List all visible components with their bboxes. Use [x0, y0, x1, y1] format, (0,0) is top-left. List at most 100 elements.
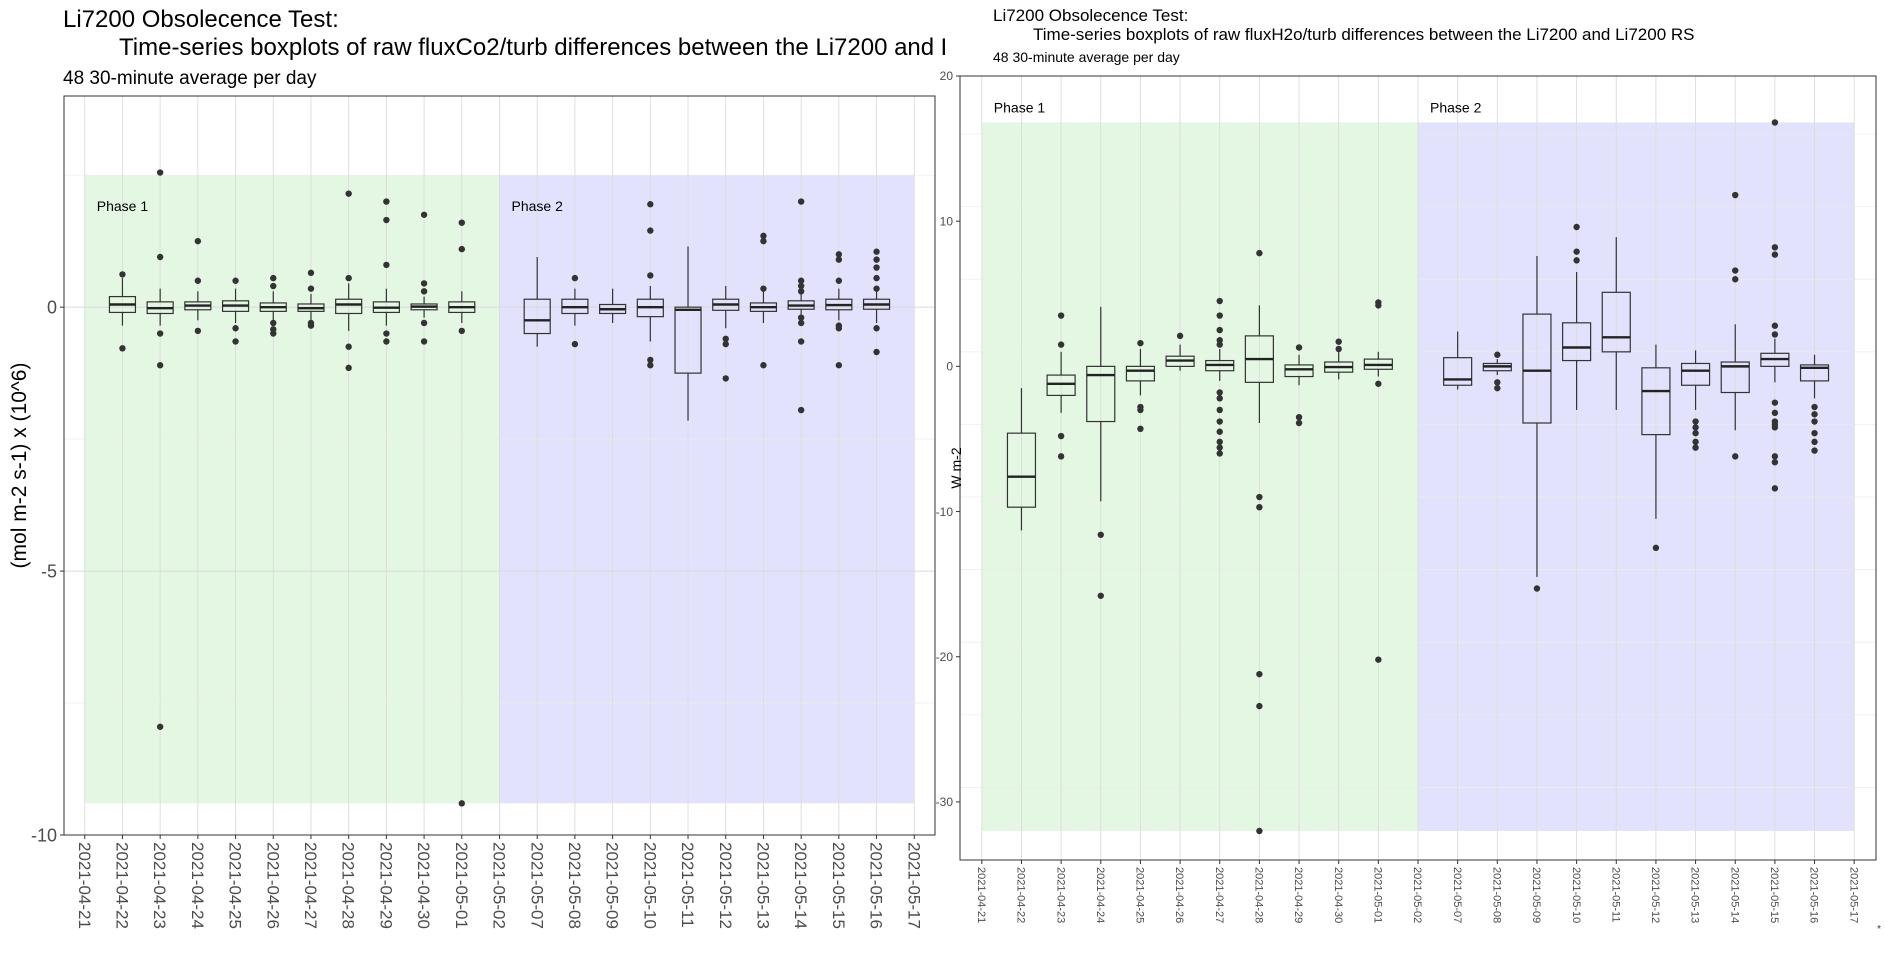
chart-2-outlier-point [1057, 312, 1065, 319]
chart-2-outlier-point [1811, 429, 1818, 437]
chart-2-outlier-point [1216, 312, 1223, 319]
chart-1-outlier-point [383, 330, 390, 337]
chart-1-box-2021-05-13 [749, 232, 778, 369]
chart-1-outlier-point [873, 248, 880, 255]
chart-1-outlier-point [119, 345, 126, 352]
chart-1-box-2021-05-11 [674, 246, 702, 421]
chart-2-outlier-point [1216, 438, 1223, 446]
chart-1-box-2021-05-07 [523, 256, 551, 347]
chart-2-x-tick-label: 2021-05-15 [1768, 867, 1780, 923]
chart-2-outlier-point [1216, 418, 1223, 425]
chart-1-subtitle: 48 30-minute average per day [63, 68, 317, 89]
chart-1-outlier-point [420, 288, 428, 295]
chart-1-outlier-point [835, 251, 843, 258]
chart-2-box-2021-05-09 [1522, 256, 1552, 592]
chart-2-outlier-point [1811, 438, 1818, 446]
chart-2-box-2021-05-11 [1601, 237, 1631, 410]
chart-2-outlier-point [1295, 419, 1303, 427]
chart-1-x-tick-label: 2021-05-17 [904, 842, 923, 929]
chart-1-outlier-point [345, 190, 352, 197]
chart-1-box-2021-04-28 [335, 190, 363, 372]
chart-2-phase-1-label: Phase 1 [994, 99, 1046, 115]
chart-1-x-tick-label: 2021-04-28 [339, 842, 358, 929]
chart-1-x-tick-label: 2021-05-07 [527, 842, 546, 929]
chart-2-x-tick-label: 2021-05-14 [1728, 867, 1740, 923]
chart-1-outlier-point [873, 264, 880, 271]
chart-1-x-tick-label: 2021-04-25 [226, 842, 245, 929]
chart-2-outlier-point [1216, 450, 1223, 457]
chart-2-group: Li7200 Obsolecence Test:Time-series boxp… [936, 6, 1877, 923]
chart-2-box-iqr [1284, 364, 1314, 378]
chart-2-box-iqr [1641, 367, 1671, 436]
chart-2-x-tick-label: 2021-05-11 [1609, 867, 1621, 922]
chart-1-outlier-point [270, 274, 277, 282]
chart-2-outlier-point [1811, 418, 1818, 425]
chart-2-x-tick-label: 2021-04-23 [1054, 867, 1066, 923]
chart-2-outlier-point [1692, 444, 1699, 451]
chart-2-x-tick-label: 2021-04-25 [1134, 867, 1146, 923]
chart-1-outlier-point [194, 237, 202, 245]
chart-1-outlier-point [722, 375, 729, 382]
chart-2-outlier-point [1216, 406, 1223, 414]
chart-2-outlier-point [1771, 485, 1779, 492]
chart-1-y-tick-label: -10 [31, 825, 57, 845]
chart-1-outlier-point [156, 362, 164, 369]
chart-1-outlier-point [647, 227, 654, 234]
chart-2-box-2021-04-24 [1086, 306, 1116, 599]
chart-1-box-iqr [523, 298, 551, 335]
chart-2-outlier-point [1097, 592, 1104, 599]
chart-2-box-2021-04-26 [1165, 332, 1195, 371]
chart-2-outlier-point [1256, 249, 1263, 257]
chart-1-outlier-point [647, 201, 654, 208]
chart-2-box-2021-05-07 [1443, 331, 1473, 390]
chart-2-outlier-point [1375, 380, 1382, 387]
chart-2-outlier-point [1216, 428, 1223, 435]
chart-1-title: Li7200 Obsolecence Test: [63, 6, 339, 33]
chart-2-y-axis-label: W m-2 [948, 447, 964, 488]
chart-1-box-2021-04-26 [259, 274, 287, 337]
chart-2-box-iqr [1601, 291, 1631, 353]
chart-2-box-2021-04-30 [1324, 338, 1354, 380]
chart-1-outlier-point [873, 325, 880, 332]
chart-2-box-2021-04-23 [1046, 312, 1076, 460]
chart-1-box-2021-05-15 [825, 251, 853, 369]
chart-1-outlier-point [797, 288, 805, 295]
chart-2-outlier-point [1137, 406, 1144, 414]
chart-2-outlier-point [1494, 384, 1501, 392]
chart-2-outlier-point [1771, 244, 1779, 251]
chart-2-box-2021-05-08 [1482, 351, 1512, 392]
chart-1-outlier-point [232, 277, 239, 284]
chart-1-box-2021-04-27 [297, 269, 325, 329]
chart-1-outlier-point [383, 261, 390, 269]
chart-2-y-tick-label: -10 [936, 505, 954, 519]
chart-1-box-2021-05-09 [599, 288, 627, 323]
chart-1-outlier-point [345, 343, 352, 350]
chart-2-outlier-point [1732, 191, 1739, 199]
chart-2-outlier-point [1256, 670, 1263, 678]
chart-2-y-tick-label: -20 [936, 650, 954, 664]
chart-1-outlier-point [232, 338, 239, 345]
chart-1-outlier-point [760, 285, 767, 292]
chart-2-box-2021-05-14 [1720, 191, 1750, 460]
chart-2-outlier-point [1732, 267, 1739, 274]
chart-1-group: Li7200 Obsolecence Test:Time-series boxp… [8, 6, 1053, 929]
chart-2-box-iqr [1046, 374, 1076, 397]
chart-1-outlier-point [797, 282, 805, 290]
chart-2-title-line-2: Time-series boxplots of raw fluxH2o/turb… [1033, 25, 1695, 44]
chart-1-box-2021-04-24 [184, 237, 212, 335]
chart-1-title-line-2: Time-series boxplots of raw fluxCo2/turb… [119, 34, 1053, 61]
chart-1-outlier-point [119, 271, 126, 278]
chart-2-outlier-point [1732, 453, 1739, 460]
chart-1-outlier-point [458, 327, 465, 335]
chart-2-outlier-point [1375, 656, 1382, 663]
chart-2-outlier-point [1057, 341, 1065, 348]
chart-2-outlier-point [1652, 544, 1660, 552]
chart-1-x-tick-label: 2021-05-15 [829, 842, 848, 929]
chart-2-outlier-point [1771, 399, 1779, 406]
chart-1-box-2021-05-10 [636, 201, 664, 369]
chart-2-outlier-point [1811, 447, 1818, 454]
chart-1-x-tick-label: 2021-05-16 [867, 842, 886, 929]
chart-2-outlier-point [1335, 338, 1342, 345]
chart-2-outlier-point [1771, 453, 1779, 460]
chart-2-y-tick-label: 10 [940, 214, 954, 228]
